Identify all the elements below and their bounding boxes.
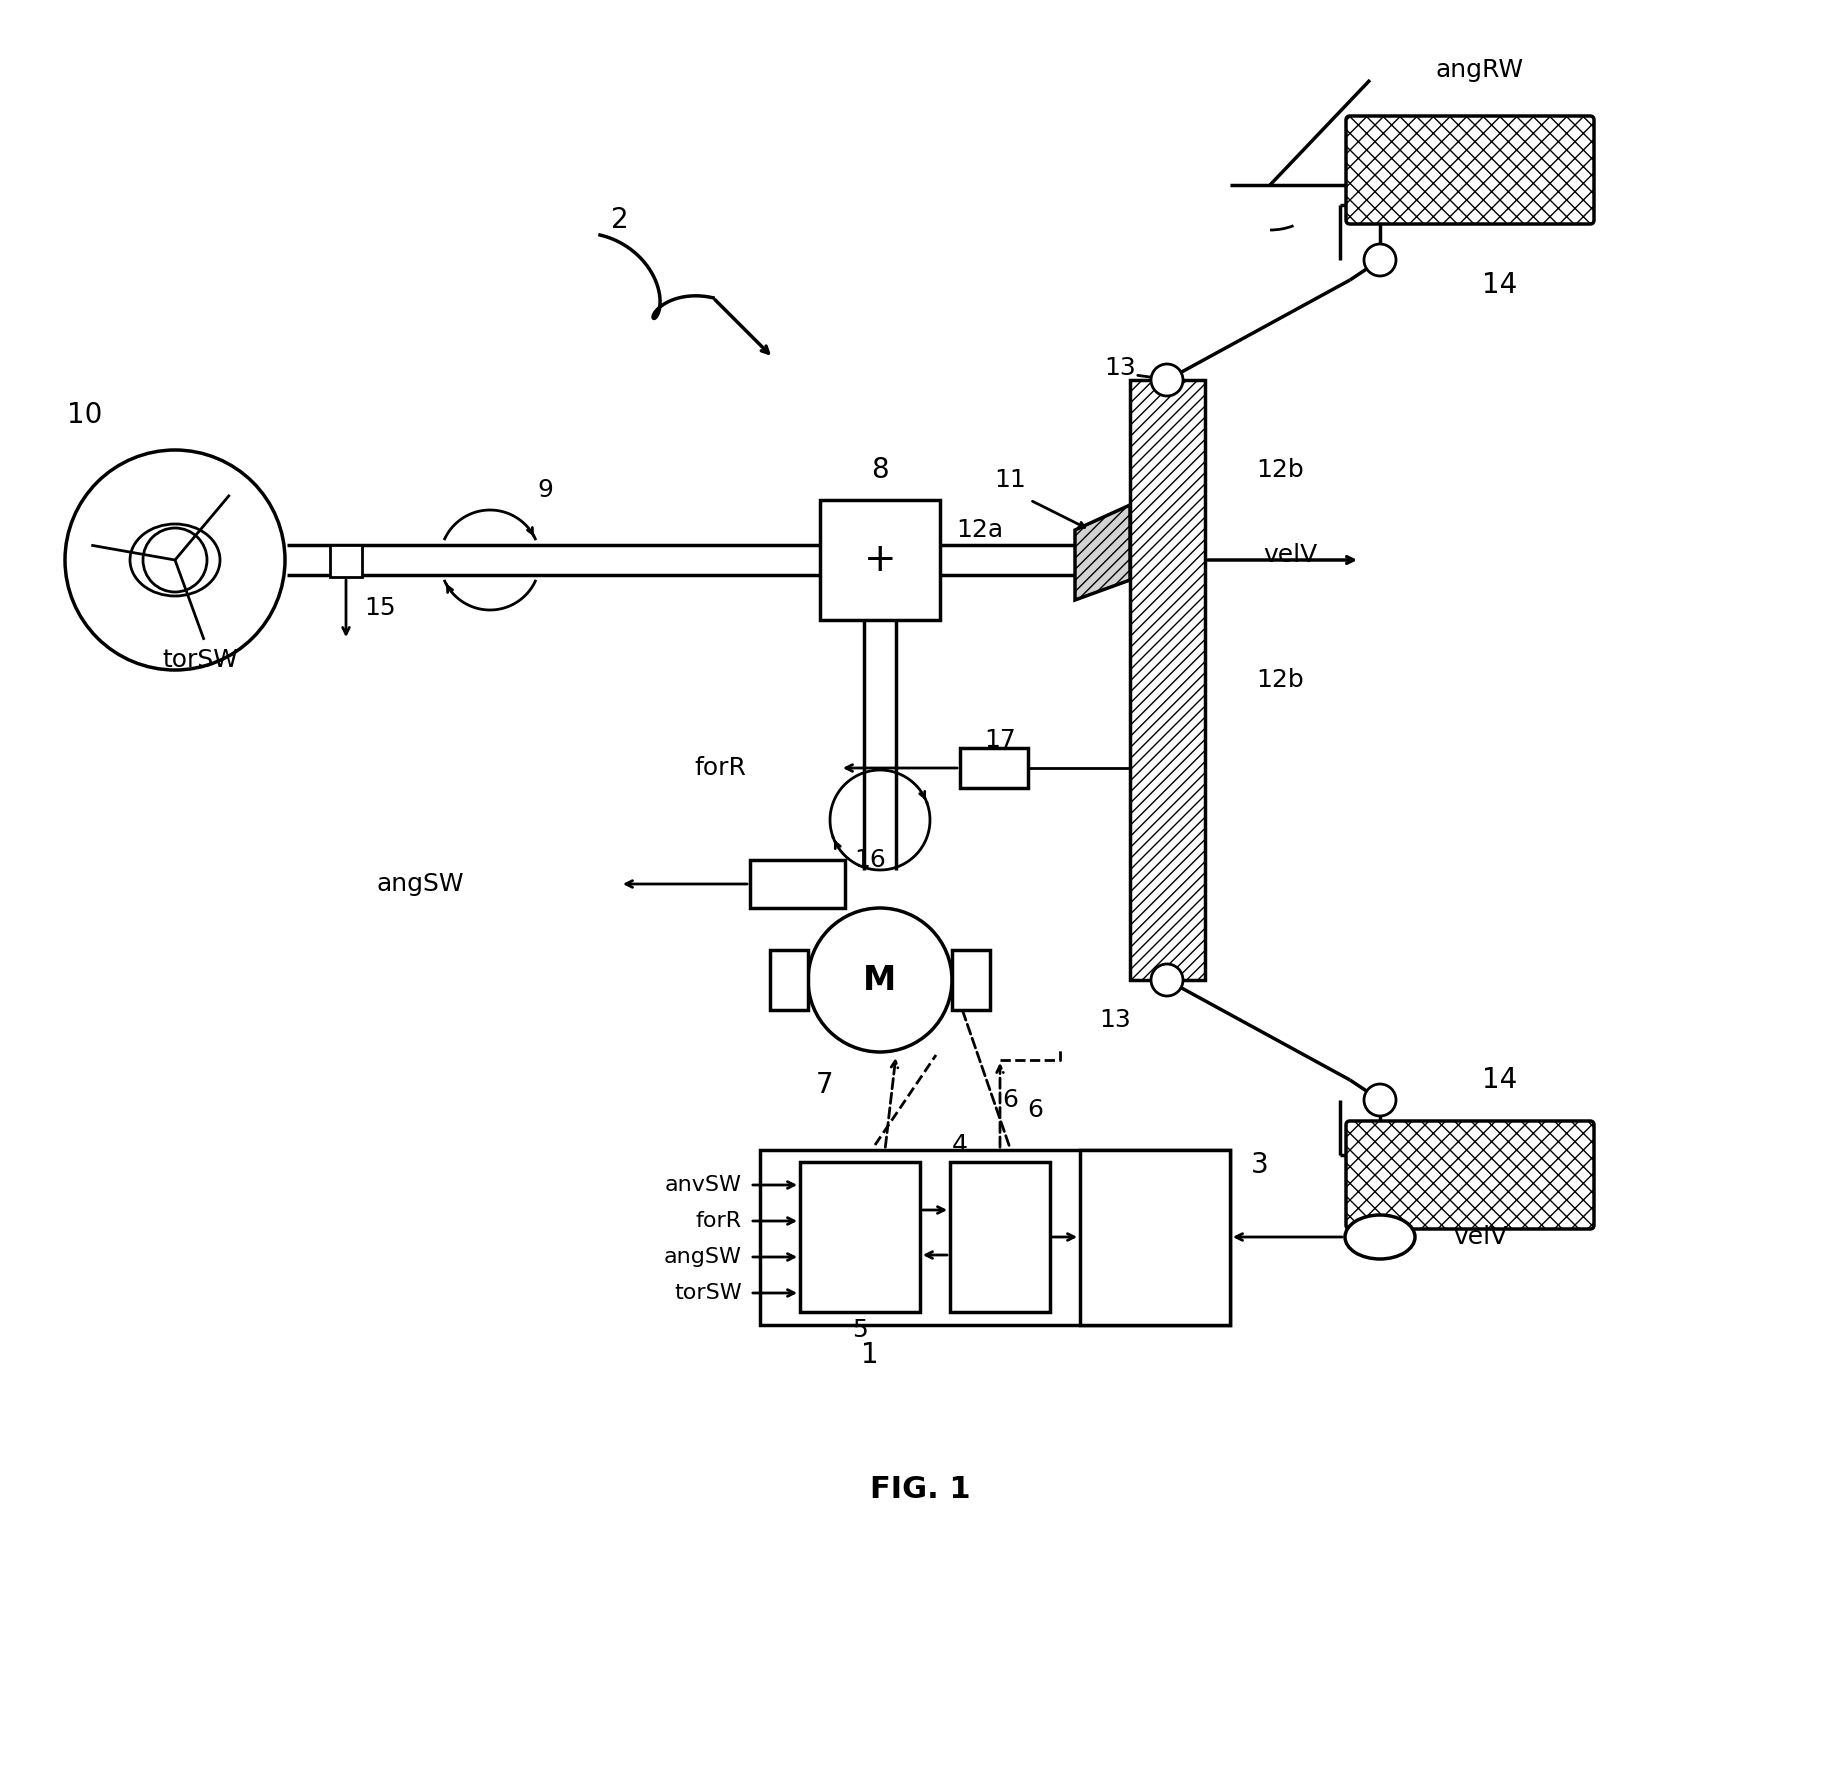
Circle shape — [1363, 1085, 1396, 1117]
Text: 12b: 12b — [1256, 667, 1304, 692]
Ellipse shape — [1344, 1215, 1414, 1260]
Text: angRW: angRW — [1434, 59, 1523, 82]
Text: 6: 6 — [1026, 1097, 1043, 1122]
Text: 14: 14 — [1482, 271, 1517, 300]
Text: forR: forR — [693, 756, 745, 780]
Text: 12a: 12a — [956, 517, 1002, 542]
Bar — [760, 1151, 1228, 1326]
Text: torSW: torSW — [673, 1283, 741, 1302]
Text: torSW: torSW — [162, 648, 237, 673]
Bar — [1129, 380, 1205, 979]
Text: 3: 3 — [1251, 1151, 1269, 1179]
Bar — [800, 1161, 920, 1311]
FancyBboxPatch shape — [1346, 116, 1593, 225]
Text: 5: 5 — [851, 1318, 868, 1342]
Text: 17: 17 — [984, 728, 1015, 753]
Text: 16: 16 — [853, 847, 885, 872]
Bar — [951, 951, 989, 1010]
Bar — [1079, 1151, 1228, 1326]
Circle shape — [807, 908, 951, 1053]
Text: 10: 10 — [68, 401, 103, 428]
Text: 15: 15 — [364, 596, 395, 621]
Text: velV: velV — [1262, 542, 1317, 567]
Circle shape — [1151, 963, 1182, 995]
Text: anvSW: anvSW — [664, 1176, 741, 1195]
Circle shape — [1363, 244, 1396, 277]
Text: 4: 4 — [951, 1133, 967, 1158]
Text: angSW: angSW — [664, 1247, 741, 1267]
Text: forR: forR — [695, 1211, 741, 1231]
Text: velV: velV — [1453, 1226, 1506, 1249]
Text: 6: 6 — [1002, 1088, 1017, 1111]
Circle shape — [1151, 364, 1182, 396]
Text: 8: 8 — [870, 457, 888, 483]
Polygon shape — [1074, 505, 1129, 599]
Bar — [329, 544, 362, 576]
Text: 13: 13 — [1098, 1008, 1131, 1031]
Text: 11: 11 — [993, 467, 1026, 492]
Text: 9: 9 — [537, 478, 554, 501]
Text: 13: 13 — [1103, 357, 1135, 380]
Bar — [949, 1161, 1050, 1311]
Text: 14: 14 — [1482, 1067, 1517, 1094]
Text: 12b: 12b — [1256, 458, 1304, 482]
FancyBboxPatch shape — [1346, 1120, 1593, 1229]
Text: FIG. 1: FIG. 1 — [870, 1475, 969, 1504]
Text: angSW: angSW — [375, 872, 463, 896]
Text: 7: 7 — [817, 1070, 833, 1099]
Bar — [750, 860, 844, 908]
Text: 2: 2 — [611, 205, 629, 234]
Bar — [960, 747, 1028, 789]
Text: M: M — [862, 963, 896, 997]
Text: 1: 1 — [861, 1342, 879, 1368]
Text: +: + — [862, 541, 896, 580]
Bar — [769, 951, 807, 1010]
Bar — [820, 500, 940, 621]
